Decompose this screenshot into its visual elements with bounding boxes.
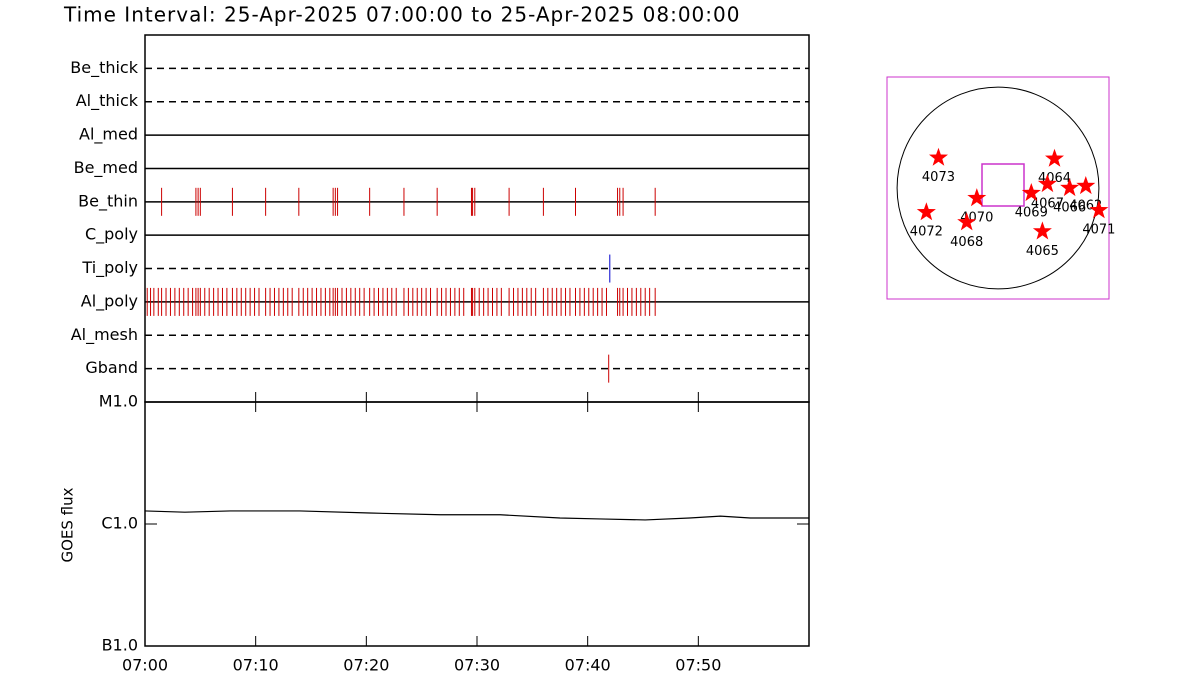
filter-label: Al_thick bbox=[76, 91, 139, 111]
region-star bbox=[967, 188, 987, 207]
region-star bbox=[1045, 148, 1064, 167]
filter-label: Gband bbox=[85, 358, 138, 377]
region-star bbox=[1060, 178, 1080, 197]
region-star bbox=[957, 212, 977, 231]
filter-label: Al_poly bbox=[81, 291, 138, 311]
y-tick-label: B1.0 bbox=[102, 636, 138, 655]
filter-label: Be_thin bbox=[78, 191, 138, 211]
map-frame bbox=[886, 76, 1110, 300]
filter-label: Be_thick bbox=[70, 58, 138, 78]
region-label: 4066 bbox=[1053, 201, 1086, 216]
region-star bbox=[1089, 200, 1109, 219]
region-star bbox=[1021, 183, 1041, 202]
goes-curve bbox=[144, 510, 809, 521]
region-star bbox=[1037, 174, 1057, 193]
filter-label: Al_mesh bbox=[71, 325, 138, 345]
region-label: 4065 bbox=[1026, 244, 1059, 259]
filter-label: Al_med bbox=[79, 125, 138, 145]
region-label: 4068 bbox=[950, 235, 983, 250]
x-tick-label: 07:10 bbox=[233, 656, 279, 675]
filter-label: C_poly bbox=[85, 225, 138, 245]
region-star bbox=[916, 202, 936, 221]
region-label: 4069 bbox=[1015, 206, 1048, 221]
region-star bbox=[1032, 221, 1052, 240]
solar-limb bbox=[896, 86, 1100, 290]
x-tick-label: 07:20 bbox=[343, 656, 389, 675]
x-tick-label: 07:40 bbox=[565, 656, 611, 675]
region-label: 4067 bbox=[1031, 196, 1064, 211]
filter-label: Be_med bbox=[74, 158, 138, 178]
region-star bbox=[929, 147, 948, 166]
y-tick-label: C1.0 bbox=[101, 514, 138, 533]
y-axis-label: GOES flux bbox=[59, 487, 77, 562]
region-label: 4072 bbox=[910, 225, 943, 240]
y-tick-label: M1.0 bbox=[99, 392, 138, 411]
region-star bbox=[1076, 176, 1096, 195]
filter-label: Ti_poly bbox=[81, 258, 138, 278]
page-title: Time Interval: 25-Apr-2025 07:00:00 to 2… bbox=[63, 3, 740, 27]
region-label: 4071 bbox=[1082, 223, 1115, 238]
field-of-view bbox=[981, 163, 1025, 207]
x-tick-label: 07:50 bbox=[675, 656, 721, 675]
region-label: 4073 bbox=[922, 170, 955, 185]
x-tick-label: 07:30 bbox=[454, 656, 500, 675]
x-tick-label: 07:00 bbox=[122, 656, 168, 675]
